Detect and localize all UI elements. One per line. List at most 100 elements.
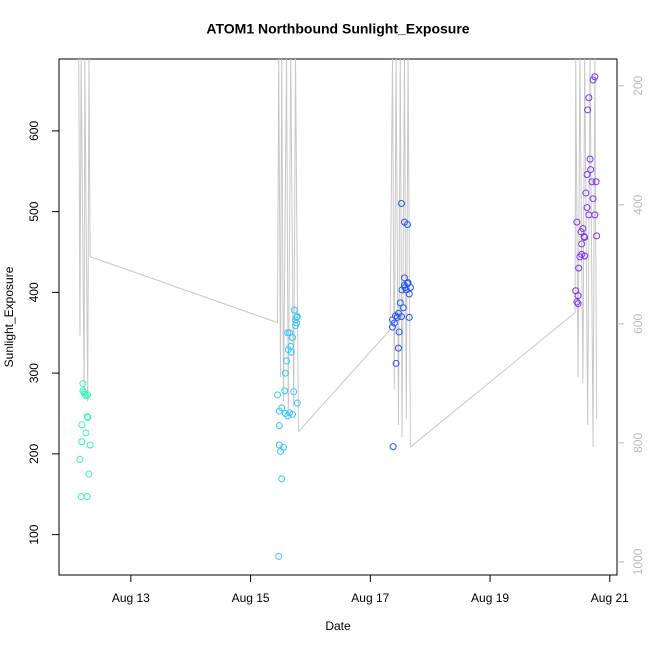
point (82, 429, 90, 437)
point (81, 390, 89, 398)
point (278, 404, 286, 412)
y-tick-label: 300 (27, 363, 41, 383)
point (397, 313, 405, 321)
y-axis-label: Sunlight_Exposure (2, 266, 16, 367)
point (278, 475, 286, 483)
point (281, 369, 289, 377)
point (390, 319, 398, 327)
point (405, 313, 413, 321)
point (586, 155, 594, 163)
point (277, 447, 285, 455)
point (291, 321, 299, 329)
point (581, 233, 589, 241)
point (573, 298, 581, 306)
y2-tick-label: 200 (631, 75, 645, 95)
point (592, 178, 600, 186)
point (288, 334, 296, 342)
point (283, 357, 291, 365)
point (589, 195, 597, 203)
point (579, 225, 587, 233)
y-tick-label: 600 (27, 121, 41, 141)
line-series (78, 59, 598, 449)
point (400, 274, 408, 282)
point (78, 421, 86, 429)
point (396, 299, 404, 307)
point (274, 391, 282, 399)
point (578, 240, 586, 248)
x-tick-label: Aug 17 (351, 591, 389, 605)
y-tick-label: 200 (27, 444, 41, 464)
point (574, 300, 582, 308)
x-tick-label: Aug 21 (591, 591, 629, 605)
point (76, 456, 84, 464)
y2-tick-label: 600 (631, 314, 645, 334)
point (85, 470, 93, 478)
point (392, 359, 400, 367)
point (389, 443, 397, 451)
point (83, 493, 91, 501)
point (574, 292, 582, 300)
point (77, 493, 85, 501)
point (275, 552, 283, 560)
point (78, 438, 86, 446)
line-layer (78, 59, 598, 449)
point (591, 73, 599, 81)
point (293, 313, 301, 321)
x-tick-label: Aug 19 (471, 591, 509, 605)
point (582, 189, 590, 197)
point (393, 313, 401, 321)
point (405, 290, 413, 298)
point (290, 306, 298, 314)
point (573, 218, 581, 226)
point (290, 388, 298, 396)
point (388, 323, 396, 331)
point (585, 211, 593, 219)
point (287, 348, 295, 356)
x-axis-label: Date (325, 619, 351, 633)
point (83, 413, 91, 421)
point (584, 106, 592, 114)
point (284, 412, 292, 420)
point (79, 380, 87, 388)
y2-tick-label: 1000 (631, 548, 645, 575)
y-tick-label: 100 (27, 524, 41, 544)
point (395, 328, 403, 336)
y-tick-label: 500 (27, 201, 41, 221)
y2-tick-label: 800 (631, 433, 645, 453)
plot-frame (58, 58, 618, 576)
point (286, 329, 294, 337)
point (406, 284, 414, 292)
point (403, 221, 411, 229)
x-tick-label: Aug 15 (232, 591, 270, 605)
point-layer (76, 73, 601, 560)
point (399, 304, 407, 312)
point (400, 281, 408, 289)
y2-tick-label: 400 (631, 194, 645, 214)
point (280, 443, 288, 451)
point (86, 441, 94, 449)
point (281, 409, 289, 417)
point (583, 170, 591, 178)
point (275, 422, 283, 430)
point (585, 94, 593, 102)
point (591, 211, 599, 219)
point (84, 414, 92, 422)
point (281, 387, 289, 395)
point (588, 178, 596, 186)
point (394, 344, 402, 352)
point (580, 233, 588, 241)
chart-title: ATOM1 Northbound Sunlight_Exposure (206, 21, 469, 37)
y-tick-label: 400 (27, 282, 41, 302)
point (397, 200, 405, 208)
point (587, 166, 595, 174)
point (288, 410, 296, 418)
point (583, 204, 591, 212)
point (578, 250, 586, 258)
point (593, 232, 601, 240)
point (575, 264, 583, 272)
point (293, 399, 301, 407)
point (84, 391, 92, 399)
x-tick-label: Aug 13 (112, 591, 150, 605)
